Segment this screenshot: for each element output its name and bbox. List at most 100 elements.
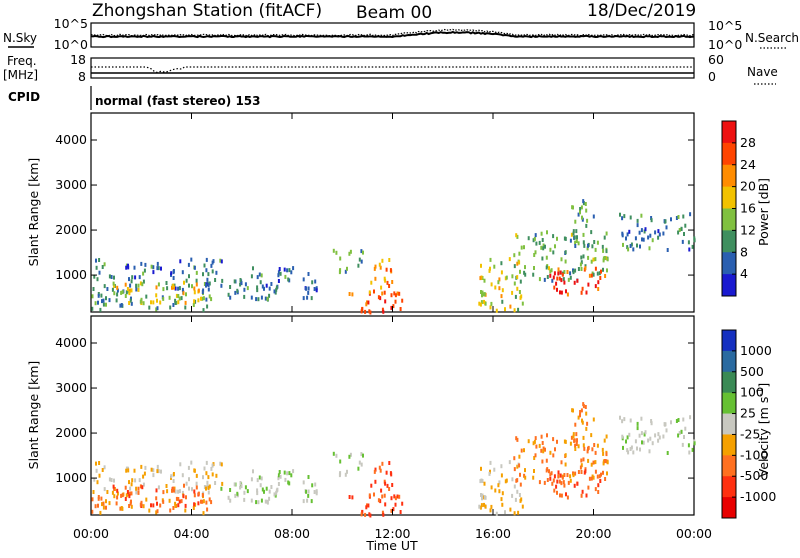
velocity-echo-cell (203, 466, 206, 471)
velocity-echo-cell (516, 437, 519, 442)
power-echo-cell (182, 291, 185, 296)
velocity-echo-cell (564, 453, 567, 458)
power-echo-cell (500, 294, 503, 299)
velocity-echo-cell (139, 484, 142, 489)
power-echo-cell (215, 270, 218, 275)
power-echo-cell (105, 296, 107, 301)
power-echo-cell (155, 285, 158, 290)
power-echo-cell (541, 256, 544, 261)
velocity-echo-cell (606, 460, 609, 465)
power-echo-cell (181, 270, 184, 275)
scale-swatch (722, 455, 736, 477)
power-echo-cell (206, 304, 209, 309)
velocity-echo-cell (638, 433, 641, 438)
power-echo-cell (481, 293, 483, 298)
velocity-echo-cell (349, 452, 352, 457)
velocity-echo-cell (208, 484, 211, 489)
velocity-echo-cell (500, 473, 503, 478)
power-echo-cell (623, 214, 626, 219)
power-echo-cell (638, 230, 641, 235)
velocity-echo-cell (532, 441, 535, 446)
power-echo-cell (564, 236, 567, 241)
power-echo-cell (398, 291, 401, 296)
power-echo-cell (137, 287, 140, 292)
scale-swatch (722, 392, 736, 414)
velocity-echo-cell (273, 492, 276, 497)
power-echo-cell (263, 286, 265, 291)
velocity-echo-cell (545, 468, 548, 473)
velocity-echo-cell (592, 417, 595, 422)
velocity-echo-cell (351, 495, 354, 500)
power-echo-cell (603, 256, 606, 260)
scale-tick-label: 100 (740, 385, 764, 400)
power-echo-cell (640, 228, 643, 233)
velocity-echo-cell (627, 450, 630, 455)
velocity-echo-cell (381, 494, 384, 499)
power-echo-cell (190, 257, 193, 262)
power-echo-cell (174, 286, 177, 291)
velocity-echo-cell (203, 485, 206, 489)
power-echo-cell (580, 205, 583, 210)
velocity-echo-cell (574, 422, 577, 427)
velocity-echo-cell (605, 434, 608, 439)
power-echo-cell (361, 306, 364, 311)
velocity-echo-cell (381, 510, 384, 515)
power-echo-cell (597, 280, 600, 285)
velocity-echo-cell (344, 472, 347, 477)
power-echo-cell (621, 216, 624, 221)
velocity-echo-cell (519, 472, 521, 477)
velocity-echo-cell (581, 420, 584, 425)
power-echo-cell (628, 229, 631, 234)
velocity-echo-cell (577, 470, 580, 474)
velocity-echo-cell (563, 483, 566, 488)
velocity-echo-cell (479, 479, 482, 484)
power-echo-cell (514, 294, 517, 299)
power-echo-cell (583, 243, 586, 248)
power-echo-cell (171, 285, 173, 290)
power-echo-cell (516, 234, 519, 239)
power-echo-cell (100, 293, 103, 298)
velocity-echo-cell (278, 470, 281, 474)
power-echo-cell (490, 282, 493, 287)
velocity-echo-cell (188, 486, 190, 491)
power-echo-cell (125, 263, 128, 268)
velocity-echo-cell (111, 490, 114, 495)
power-echo-cell (370, 280, 373, 285)
power-echo-cell (207, 272, 210, 277)
power-echo-cell (380, 285, 383, 290)
velocity-echo-cell (256, 478, 259, 483)
power-echo-cell (563, 270, 566, 274)
power-echo-cell (315, 288, 318, 293)
power-echo-cell (567, 277, 570, 282)
range-tick-label: 2000 (55, 222, 87, 237)
velocity-echo-cell (120, 506, 123, 510)
velocity-echo-cell (483, 502, 485, 507)
power-echo-cell (582, 240, 585, 245)
range-tick-label: 2000 (55, 425, 87, 440)
power-echo-cell (202, 308, 205, 313)
velocity-echo-cell (270, 485, 273, 489)
power-echo-cell (108, 298, 111, 303)
velocity-echo-cell (115, 501, 118, 506)
power-echo-cell (208, 281, 211, 286)
power-echo-cell (524, 272, 527, 277)
power-echo-cell (586, 218, 589, 223)
power-echo-cell (210, 263, 213, 268)
power-echo-cell (532, 272, 535, 277)
velocity-echo-cell (152, 473, 155, 478)
power-echo-cell (555, 281, 558, 286)
velocity-echo-cell (581, 489, 584, 494)
power-echo-cell (205, 283, 207, 288)
velocity-echo-cell (98, 461, 101, 465)
velocity-color-scale: 1000 500 100 25 -25 -100 -500 -1000 (721, 329, 776, 519)
velocity-echo-cell (594, 450, 597, 455)
power-echo-cell (577, 241, 580, 246)
velocity-echo-cell (583, 446, 586, 451)
velocity-echo-cell (513, 511, 516, 516)
power-echo-cell (96, 277, 99, 282)
velocity-echo-cell (538, 480, 541, 485)
power-echo-cell (206, 277, 209, 282)
velocity-echo-cell (552, 453, 555, 458)
velocity-echo-cell (494, 488, 497, 493)
velocity-echo-cell (574, 471, 577, 476)
